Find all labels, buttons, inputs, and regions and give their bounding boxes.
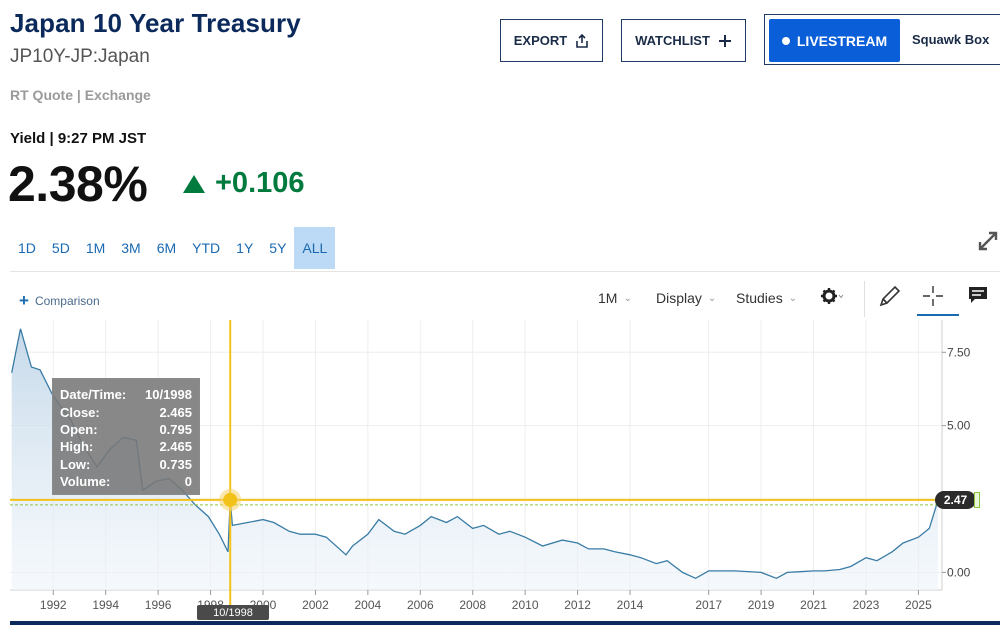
x-tick-label: 2017 bbox=[695, 598, 722, 612]
crosshair-dot bbox=[223, 492, 238, 507]
livestream-panel: LIVESTREAM Squawk Box bbox=[764, 14, 1000, 65]
x-tick-label: 2014 bbox=[617, 598, 644, 612]
y-tick-label: 7.50 bbox=[947, 345, 971, 359]
x-tick-label: 1992 bbox=[40, 598, 67, 612]
export-button[interactable]: EXPORT bbox=[500, 19, 603, 62]
range-tab-5d[interactable]: 5D bbox=[51, 240, 70, 256]
page-title: Japan 10 Year Treasury bbox=[10, 8, 301, 38]
tooltip-label: Volume: bbox=[60, 474, 111, 490]
x-tick-label: 2010 bbox=[512, 598, 539, 612]
toolbar-divider bbox=[10, 271, 1000, 272]
yield-timestamp: Yield | 9:27 PM JST bbox=[10, 130, 147, 147]
range-tab-3m[interactable]: 3M bbox=[121, 240, 141, 256]
range-tab-1d[interactable]: 1D bbox=[18, 240, 36, 256]
chevron-down-icon: ⌄ bbox=[788, 292, 798, 304]
range-selector: 1D 5D 1M 3M 6M YTD 1Y 5Y ALL bbox=[10, 227, 336, 269]
tooltip-label: Low: bbox=[60, 456, 91, 472]
live-dot-icon bbox=[781, 36, 790, 45]
last-value-tag: 2.47 bbox=[935, 491, 976, 509]
x-tick-label: 2006 bbox=[407, 598, 434, 612]
chevron-down-icon: ⌄ bbox=[707, 292, 717, 304]
tooltip-value: 2.465 bbox=[159, 439, 192, 455]
y-tick-label: 0.00 bbox=[947, 565, 971, 579]
tooltip-label: Close: bbox=[60, 404, 100, 420]
pencil-icon bbox=[879, 285, 901, 307]
x-tick-label: 2002 bbox=[302, 598, 329, 612]
range-tab-5y[interactable]: 5Y bbox=[269, 240, 287, 256]
x-tick-label: 2021 bbox=[800, 598, 827, 612]
crosshair-date-tag: 10/1998 bbox=[197, 605, 269, 620]
chat-bubble-icon bbox=[969, 287, 987, 303]
draw-button[interactable] bbox=[877, 283, 903, 309]
studies-dropdown[interactable]: Studies ⌄ bbox=[736, 290, 797, 306]
price-change: +0.106 bbox=[183, 167, 305, 200]
crosshair-icon bbox=[923, 286, 943, 306]
tooltip-row: Date/Time: 10/1998 bbox=[60, 386, 192, 403]
change-value: +0.106 bbox=[215, 167, 305, 199]
watchlist-button[interactable]: WATCHLIST bbox=[621, 19, 746, 62]
series-area bbox=[11, 328, 939, 590]
export-label: EXPORT bbox=[513, 33, 568, 48]
settings-button[interactable] bbox=[818, 283, 844, 309]
gear-icon bbox=[821, 288, 844, 304]
range-tab-1y[interactable]: 1Y bbox=[236, 240, 254, 256]
range-tab-1m[interactable]: 1M bbox=[85, 240, 106, 256]
expand-arrows-icon[interactable] bbox=[976, 229, 1000, 253]
squawk-box-link[interactable]: Squawk Box bbox=[912, 32, 990, 47]
toolbar-separator bbox=[864, 281, 865, 317]
x-tick-label: 1996 bbox=[145, 598, 172, 612]
range-tab-ytd[interactable]: YTD bbox=[192, 240, 221, 256]
tooltip-label: High: bbox=[60, 439, 94, 455]
livestream-label: LIVESTREAM bbox=[796, 32, 888, 49]
studies-label: Studies bbox=[736, 290, 783, 306]
x-tick-label: 2008 bbox=[459, 598, 486, 612]
last-value-marker bbox=[974, 492, 980, 508]
rt-quote-label: RT Quote | Exchange bbox=[10, 87, 151, 103]
tooltip-row: High: 2.465 bbox=[60, 438, 192, 455]
interval-label: 1M bbox=[598, 290, 618, 306]
data-tooltip: Date/Time: 10/1998 Close: 2.465 Open: 0.795 Hi… bbox=[52, 378, 200, 495]
x-tick-label: 2012 bbox=[564, 598, 591, 612]
comments-button[interactable] bbox=[966, 283, 992, 309]
share-upload-icon bbox=[576, 33, 589, 48]
x-tick-label: 1994 bbox=[92, 598, 119, 612]
tooltip-value: 10/1998 bbox=[145, 387, 192, 403]
up-arrow-icon bbox=[183, 174, 205, 193]
livestream-button[interactable]: LIVESTREAM bbox=[769, 19, 900, 62]
range-tab-all[interactable]: ALL bbox=[294, 227, 336, 269]
x-tick-label: 2023 bbox=[853, 598, 880, 612]
watchlist-label: WATCHLIST bbox=[635, 33, 710, 48]
tooltip-value: 0.735 bbox=[159, 456, 192, 472]
interval-dropdown[interactable]: 1M ⌄ bbox=[598, 290, 632, 306]
comparison-label: Comparison bbox=[34, 293, 100, 308]
tooltip-value: 0.795 bbox=[159, 421, 192, 437]
tooltip-row: Close: 2.465 bbox=[60, 403, 192, 420]
comparison-button[interactable]: + Comparison bbox=[19, 292, 100, 309]
symbol-label: JP10Y-JP:Japan bbox=[10, 46, 150, 67]
y-tick-label: 5.00 bbox=[947, 419, 971, 433]
display-label: Display bbox=[656, 290, 702, 306]
plus-icon bbox=[718, 34, 731, 47]
x-tick-label: 2019 bbox=[748, 598, 775, 612]
last-price: 2.38% bbox=[8, 156, 148, 212]
chevron-down-icon: ⌄ bbox=[623, 292, 632, 304]
tooltip-row: Low: 0.735 bbox=[60, 456, 192, 473]
tooltip-value: 2.465 bbox=[159, 404, 192, 420]
x-tick-label: 2004 bbox=[355, 598, 382, 612]
tooltip-value: 0 bbox=[184, 474, 192, 490]
plus-icon: + bbox=[19, 291, 29, 310]
footer-bar bbox=[10, 621, 1000, 625]
x-tick-label: 2025 bbox=[905, 598, 932, 612]
display-dropdown[interactable]: Display ⌄ bbox=[656, 290, 716, 306]
crosshair-active-indicator bbox=[917, 314, 959, 316]
range-tab-6m[interactable]: 6M bbox=[156, 240, 177, 256]
tooltip-label: Open: bbox=[60, 421, 98, 437]
tooltip-label: Date/Time: bbox=[60, 387, 127, 403]
tooltip-row: Volume: 0 bbox=[60, 473, 192, 490]
crosshair-button[interactable] bbox=[920, 283, 946, 309]
tooltip-row: Open: 0.795 bbox=[60, 421, 192, 438]
